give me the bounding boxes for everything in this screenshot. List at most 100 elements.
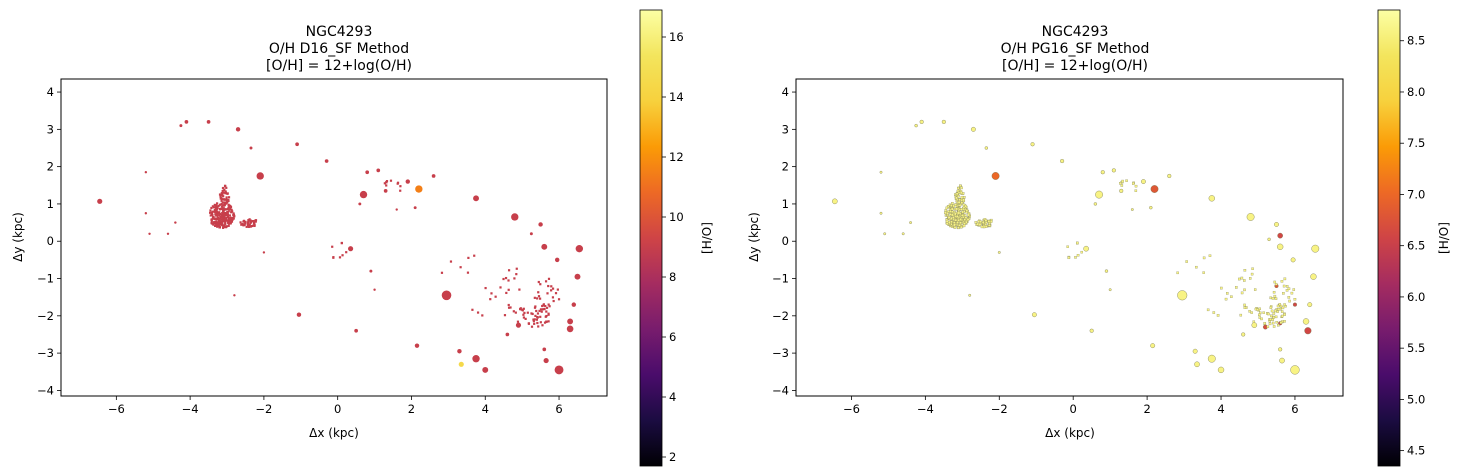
data-point xyxy=(1207,354,1216,363)
plot-frame xyxy=(60,78,608,397)
data-point xyxy=(144,171,148,174)
panel-right: NGC4293 O/H PG16_SF Method [O/H] = 12+lo… xyxy=(747,9,1451,467)
data-point xyxy=(1302,318,1310,325)
data-point xyxy=(224,190,227,193)
data-point xyxy=(1074,256,1077,259)
x-axis-ticks: −6 −4 −2 0 2 4 6 xyxy=(108,396,563,416)
data-point xyxy=(1277,232,1283,239)
colorbar-tick-label: 12 xyxy=(669,150,684,164)
data-point xyxy=(518,288,521,291)
data-point xyxy=(230,209,233,212)
data-point xyxy=(338,256,342,259)
data-point xyxy=(481,314,484,317)
data-point xyxy=(221,224,224,227)
data-point xyxy=(1273,280,1276,284)
data-point xyxy=(222,195,225,198)
data-point xyxy=(217,221,221,224)
data-point xyxy=(440,271,444,274)
data-point xyxy=(541,304,544,308)
data-point xyxy=(960,196,964,199)
data-point xyxy=(220,205,223,208)
data-point xyxy=(224,221,227,224)
colorbar-ticks: 2 4 6 8 10 12 14 16 xyxy=(662,30,684,464)
data-point xyxy=(984,146,989,150)
data-point xyxy=(1283,303,1286,306)
data-point xyxy=(1293,298,1297,301)
data-point xyxy=(537,280,540,284)
data-point xyxy=(1226,292,1229,295)
data-point xyxy=(1239,313,1243,317)
y-tick-label: 3 xyxy=(782,122,789,136)
data-point xyxy=(228,222,231,225)
data-point xyxy=(242,220,245,223)
data-point xyxy=(1243,303,1246,307)
data-point xyxy=(221,211,224,215)
data-point xyxy=(243,223,246,226)
data-point xyxy=(1080,250,1083,254)
data-point xyxy=(1208,254,1212,257)
data-point xyxy=(395,208,398,211)
data-point xyxy=(957,186,960,190)
data-point xyxy=(1240,291,1244,295)
data-point xyxy=(249,221,253,224)
data-point xyxy=(220,199,223,202)
data-point xyxy=(957,201,961,204)
data-point xyxy=(977,220,981,223)
data-point xyxy=(221,204,225,207)
data-point xyxy=(225,186,228,189)
data-point xyxy=(1248,277,1252,280)
data-point xyxy=(184,120,189,124)
data-point xyxy=(227,198,230,202)
data-point xyxy=(227,203,230,206)
data-point xyxy=(225,216,228,220)
plot-frame xyxy=(795,78,1344,397)
data-point xyxy=(1275,321,1278,324)
data-point xyxy=(230,219,233,223)
data-point xyxy=(484,286,487,290)
data-point xyxy=(511,213,519,221)
data-point xyxy=(536,297,539,300)
data-point xyxy=(954,212,957,216)
data-point xyxy=(545,306,549,309)
data-point xyxy=(1267,312,1270,316)
data-point xyxy=(1282,284,1286,288)
x-axis-label: Δx (kpc) xyxy=(1045,426,1095,440)
chart-title-line3: [O/H] = 12+log(O/H) xyxy=(266,58,412,74)
x-tick-label: 2 xyxy=(408,402,415,416)
data-point xyxy=(1202,256,1206,260)
data-point xyxy=(232,212,235,215)
data-point xyxy=(1253,288,1257,291)
data-point xyxy=(1272,325,1276,328)
data-point xyxy=(1256,308,1259,311)
x-axis-label: Δx (kpc) xyxy=(309,426,359,440)
data-point xyxy=(970,126,976,132)
data-point xyxy=(543,307,546,311)
data-point xyxy=(441,290,452,301)
data-point xyxy=(1258,307,1261,311)
data-point xyxy=(217,204,220,208)
data-point xyxy=(214,224,217,228)
data-point xyxy=(179,124,183,128)
data-point xyxy=(1130,208,1134,211)
data-point xyxy=(542,347,547,352)
data-point xyxy=(953,221,956,225)
data-point xyxy=(1030,142,1035,147)
data-point xyxy=(1251,267,1254,270)
data-point xyxy=(963,196,966,199)
data-point xyxy=(227,206,230,209)
data-point xyxy=(215,212,218,215)
data-point xyxy=(148,232,151,235)
data-point xyxy=(229,221,233,224)
data-point xyxy=(254,219,258,222)
data-point xyxy=(539,321,542,324)
data-point xyxy=(529,232,533,236)
data-point xyxy=(213,218,217,221)
data-point xyxy=(997,251,1001,254)
data-point xyxy=(513,277,516,280)
y-tick-label: 0 xyxy=(47,234,54,248)
data-point xyxy=(541,308,545,311)
data-point xyxy=(963,214,967,217)
data-point xyxy=(984,225,988,228)
data-point xyxy=(1274,309,1277,313)
data-point xyxy=(224,220,227,223)
